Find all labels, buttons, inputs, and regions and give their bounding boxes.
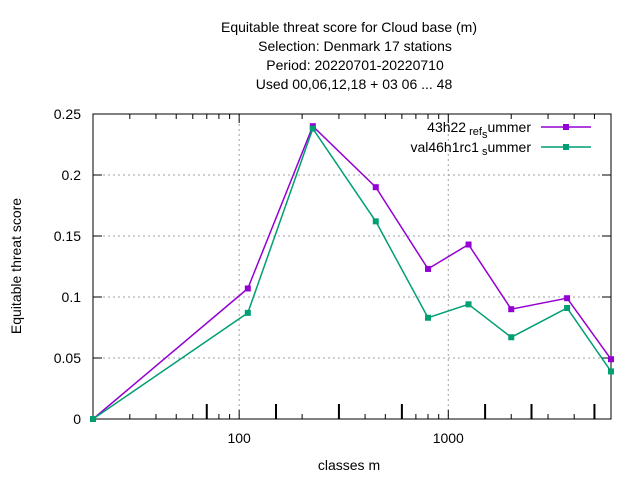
- series-line: [92, 124, 612, 420]
- data-point: [309, 125, 316, 132]
- legend-label-2: val46h1rc1 summer: [410, 139, 531, 158]
- x-tick-labels: 100 1000: [227, 430, 464, 446]
- x-tick-label: 1000: [433, 430, 464, 446]
- data-point: [564, 295, 571, 302]
- y-tick-label: 0.05: [54, 350, 81, 366]
- x-axis-label: classes m: [318, 457, 380, 473]
- data-point: [465, 241, 472, 248]
- y-tick-label: 0.2: [62, 167, 82, 183]
- y-tick-label: 0.15: [54, 228, 81, 244]
- y-tick-label: 0.1: [62, 289, 82, 305]
- legend-sample-marker: [563, 124, 569, 130]
- data-point: [372, 184, 379, 191]
- series-line: [92, 126, 612, 420]
- series-layer: [90, 123, 614, 422]
- data-point: [564, 304, 571, 311]
- axis-ticks: [93, 113, 611, 420]
- data-point: [508, 306, 515, 313]
- title-line-2: Selection: Denmark 17 stations: [258, 38, 452, 54]
- data-point: [425, 314, 432, 321]
- data-point: [244, 309, 251, 316]
- y-tick-label: 0.25: [54, 106, 81, 122]
- data-point: [465, 301, 472, 308]
- data-point: [425, 265, 432, 272]
- data-point: [90, 416, 96, 422]
- data-point: [608, 368, 614, 375]
- plot-frame: [92, 113, 612, 420]
- y-tick-label: 0: [73, 411, 81, 427]
- data-point: [372, 218, 379, 225]
- y-axis-label: Equitable threat score: [8, 198, 24, 334]
- legend-samples: [541, 124, 591, 150]
- chart-title: Equitable threat score for Cloud base (m…: [221, 19, 477, 92]
- y-tick-labels: 0 0.05 0.1 0.15 0.2 0.25: [54, 106, 81, 427]
- legend-label-1: 43h22 refsummer: [427, 119, 531, 141]
- data-point: [608, 356, 614, 363]
- data-point: [244, 285, 251, 292]
- legend-sample-marker: [563, 144, 569, 150]
- x-tick-label: 100: [227, 430, 251, 446]
- grid: [93, 114, 611, 419]
- series-1: [90, 123, 614, 422]
- title-line-4: Used 00,06,12,18 + 03 06 ... 48: [256, 76, 453, 92]
- legend: 43h22 refsummer val46h1rc1 summer: [410, 119, 591, 158]
- series-2: [90, 125, 614, 422]
- data-point: [508, 334, 515, 341]
- title-line-3: Period: 20220701-20220710: [266, 57, 444, 73]
- title-line-1: Equitable threat score for Cloud base (m…: [221, 19, 477, 35]
